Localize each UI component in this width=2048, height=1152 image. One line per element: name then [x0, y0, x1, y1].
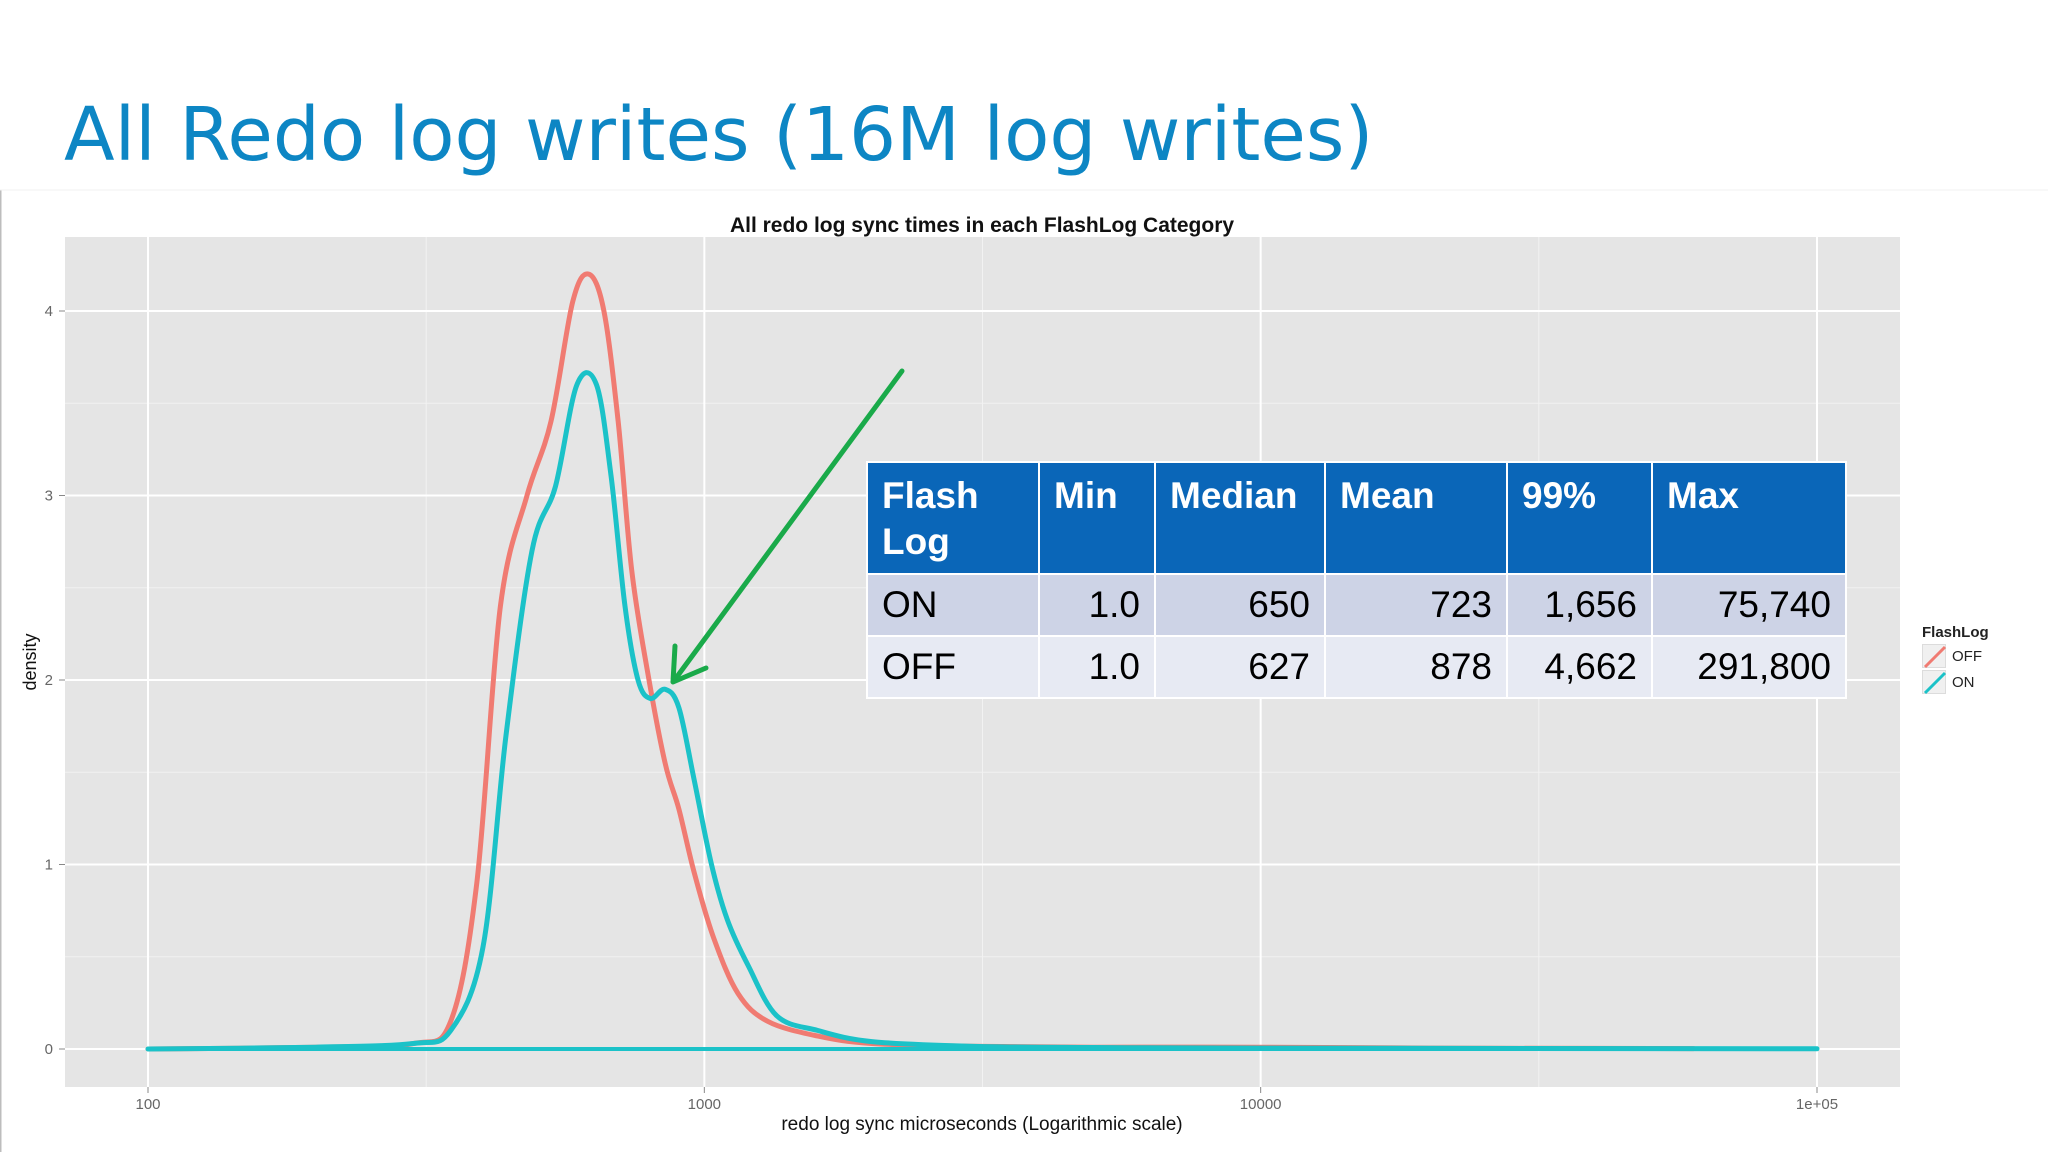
legend-item-on: ON — [1922, 669, 1989, 695]
slide-title: All Redo log writes (16M log writes) — [64, 92, 1374, 178]
legend-key-on — [1922, 670, 1947, 695]
cell-flash-log: ON — [866, 573, 1040, 637]
y-tick-label: 1 — [45, 857, 53, 874]
x-axis-label: redo log sync microseconds (Logarithmic … — [781, 1114, 1182, 1135]
axes-layer: 100 1000 10000 1e+05 0 1 2 3 4 — [45, 303, 1838, 1113]
col-header-max: Max — [1651, 461, 1847, 575]
x-tick-label: 100 — [135, 1096, 160, 1113]
col-header-median: Median — [1154, 461, 1326, 575]
table-header-row: Flash Log Min Median Mean 99% Max — [866, 461, 1847, 575]
cell-99pct: 4,662 — [1506, 635, 1653, 699]
cell-median: 650 — [1154, 573, 1326, 637]
col-header-mean: Mean — [1324, 461, 1508, 575]
x-tick-label: 10000 — [1240, 1096, 1282, 1113]
x-tick-label: 1e+05 — [1796, 1096, 1838, 1113]
cell-mean: 878 — [1324, 635, 1508, 699]
x-tick-label: 1000 — [688, 1096, 721, 1113]
stats-table: Flash Log Min Median Mean 99% Max ON 1.0… — [866, 461, 1847, 699]
cell-min: 1.0 — [1038, 635, 1156, 699]
cell-flash-log: OFF — [866, 635, 1040, 699]
series-layer — [145, 271, 1820, 1052]
arrow-head — [670, 643, 709, 685]
col-header-flash-log: Flash Log — [866, 461, 1040, 575]
col-header-min: Min — [1038, 461, 1156, 575]
cell-99pct: 1,656 — [1506, 573, 1653, 637]
table-row: OFF 1.0 627 878 4,662 291,800 — [866, 635, 1847, 699]
legend-key-off — [1922, 644, 1947, 669]
annotation-arrow — [670, 368, 905, 685]
legend-title: FlashLog — [1922, 624, 1989, 641]
cell-median: 627 — [1154, 635, 1326, 699]
arrow-shaft — [673, 368, 905, 681]
y-axis-label: density — [20, 633, 40, 690]
cell-min: 1.0 — [1038, 573, 1156, 637]
y-tick-label: 3 — [45, 488, 53, 505]
cell-max: 291,800 — [1651, 635, 1847, 699]
series-on-line — [145, 370, 1820, 1052]
y-tick-label: 0 — [45, 1041, 53, 1058]
y-tick-label: 4 — [45, 303, 53, 320]
col-header-99pct: 99% — [1506, 461, 1653, 575]
legend-label-off: OFF — [1952, 647, 1982, 665]
chart-title: All redo log sync times in each FlashLog… — [730, 214, 1234, 237]
legend-item-off: OFF — [1922, 643, 1989, 669]
chart-legend: FlashLog OFF ON — [1922, 624, 1989, 695]
y-tick-label: 2 — [45, 672, 53, 689]
cell-mean: 723 — [1324, 573, 1508, 637]
legend-label-on: ON — [1952, 673, 1975, 691]
cell-max: 75,740 — [1651, 573, 1847, 637]
table-row: ON 1.0 650 723 1,656 75,740 — [866, 573, 1847, 637]
